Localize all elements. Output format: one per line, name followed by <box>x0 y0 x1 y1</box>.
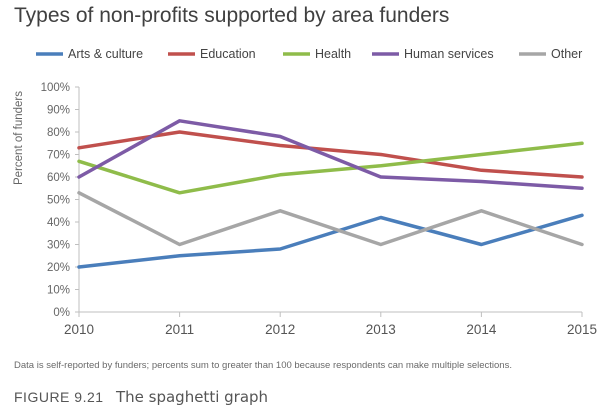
legend-label-health: Health <box>315 47 351 61</box>
series-line-education <box>77 130 584 179</box>
legend-label-other: Other <box>551 47 582 61</box>
y-tick-label: 80% <box>47 127 70 139</box>
chart-footnote: Data is self-reported by funders; percen… <box>14 360 512 371</box>
figure-caption: FIGURE 9.21 The spaghetti graph <box>14 388 268 407</box>
y-tick-label: 60% <box>47 172 70 184</box>
x-tick-label: 2011 <box>165 322 194 337</box>
series-line-arts-culture <box>77 213 584 269</box>
y-tick-label: 20% <box>47 262 70 274</box>
x-axis: 2010 2011 2012 2013 2014 2015 <box>64 311 597 337</box>
y-tick-label: 90% <box>47 105 70 117</box>
figure-number: FIGURE 9.21 <box>14 389 104 405</box>
series-line-health <box>77 141 584 195</box>
y-axis-label: Percent of funders <box>13 91 25 185</box>
x-tick-label: 2014 <box>466 322 497 337</box>
y-tick-label: 100% <box>41 82 70 94</box>
legend-label-education: Education <box>200 47 256 61</box>
y-tick-label: 30% <box>47 240 70 252</box>
line-chart: Arts & culture Education Health Human servi… <box>13 47 597 337</box>
series-line-other <box>77 191 584 247</box>
x-tick-label: 2012 <box>265 322 295 337</box>
y-axis: 0% 10% 20% 30% 40% 50% 60% 70% 80% 90% 100% <box>41 82 80 319</box>
y-tick-label: 10% <box>47 285 70 297</box>
legend: Arts & culture Education Health Human servi… <box>36 47 582 61</box>
y-tick-label: 70% <box>47 150 70 162</box>
series-lines <box>77 119 584 269</box>
series-line-human-services <box>77 119 584 191</box>
chart-title: Types of non-profits supported by area f… <box>14 4 450 27</box>
legend-label-human-services: Human services <box>404 47 494 61</box>
x-tick-label: 2013 <box>366 322 396 337</box>
y-tick-label: 0% <box>53 307 70 319</box>
x-tick-label: 2015 <box>567 322 597 337</box>
legend-label-arts-culture: Arts & culture <box>68 47 143 61</box>
x-tick-label: 2010 <box>64 322 94 337</box>
figure-title: The spaghetti graph <box>115 388 269 406</box>
y-tick-label: 40% <box>47 217 70 229</box>
y-tick-label: 50% <box>47 195 70 207</box>
